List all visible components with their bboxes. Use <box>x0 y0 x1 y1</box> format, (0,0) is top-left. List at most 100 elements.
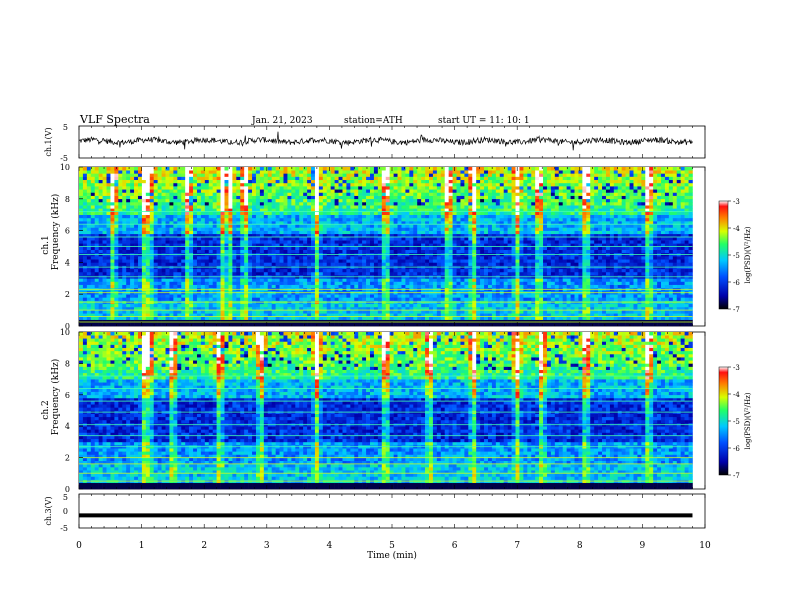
spectrogram-cell <box>440 179 446 184</box>
spectrogram-cell <box>220 189 225 193</box>
spectrogram-cell <box>271 306 276 311</box>
spectrogram-cell <box>370 316 375 320</box>
spectrogram-cell <box>204 259 210 263</box>
spectrogram-cell <box>417 179 422 184</box>
spectrogram-cell <box>263 310 269 314</box>
spectrogram-cell <box>98 313 103 317</box>
spectrogram-cell <box>263 306 269 311</box>
spectrogram-cell <box>421 284 426 289</box>
spectrogram-cell <box>354 319 359 324</box>
spectrogram-cell <box>204 249 210 254</box>
spectrogram-cell <box>236 182 241 187</box>
spectrogram-cell <box>330 297 335 301</box>
spectrogram-cell <box>279 186 284 190</box>
spectrogram-cell <box>240 303 245 308</box>
spectrogram-cell <box>98 284 103 289</box>
spectrogram-cell <box>110 262 115 266</box>
spectrogram-cell <box>346 233 351 238</box>
spectrogram-cell <box>409 284 414 289</box>
spectrogram-cell <box>350 233 355 238</box>
spectrogram-cell <box>200 173 206 177</box>
spectrogram-cell <box>291 198 296 203</box>
spectrogram-cell <box>161 294 166 298</box>
spectrogram-cell <box>318 297 324 301</box>
spectrogram-cell <box>141 259 147 263</box>
spectrogram-cell <box>149 256 155 260</box>
spectrogram-cell <box>149 186 155 190</box>
spectrogram-cell <box>405 240 410 244</box>
spectrogram-cell <box>177 214 182 219</box>
spectrogram-cell <box>196 310 202 314</box>
spectrogram-cell <box>358 313 363 317</box>
spectrogram-cell <box>366 313 371 317</box>
spectrogram-cell <box>318 201 324 206</box>
spectrogram-cell <box>263 170 269 174</box>
spectrogram-cell <box>393 208 398 212</box>
spectrogram-cell <box>145 205 151 209</box>
spectrogram-cell <box>208 294 213 298</box>
spectrogram-cell <box>429 322 434 327</box>
spectrogram-cell <box>169 262 174 266</box>
spectrogram-cell <box>185 189 190 193</box>
spectrogram-cell <box>212 205 217 209</box>
spectrogram-cell <box>436 182 442 187</box>
spectrogram-cell <box>232 297 237 301</box>
spectrogram-cell <box>263 227 269 231</box>
spectrogram-cell <box>440 303 446 308</box>
spectrogram-cell <box>279 306 284 311</box>
spectrogram-cell <box>236 310 241 314</box>
spectrogram-cell <box>196 224 202 228</box>
spectrogram-cell <box>350 240 355 244</box>
spectrogram-cell <box>373 195 379 200</box>
spectrogram-cell <box>373 189 379 193</box>
spectrogram-cell <box>259 316 265 320</box>
spectrogram-cell <box>86 303 92 308</box>
spectrogram-cell <box>448 211 453 215</box>
spectrogram-cell <box>236 297 241 301</box>
spectrogram-cell <box>334 189 339 193</box>
spectrogram-cell <box>409 189 414 193</box>
spectrogram-cell <box>456 201 461 206</box>
spectrogram-cell <box>354 192 359 196</box>
spectrogram-cell <box>436 179 442 184</box>
spectrogram-cell <box>122 214 127 219</box>
spectrogram-cell <box>401 262 406 266</box>
spectrogram-cell <box>425 214 430 219</box>
spectrogram-cell <box>208 205 213 209</box>
spectrogram-cell <box>279 224 284 228</box>
spectrogram-cell <box>456 227 461 231</box>
spectrogram-cell <box>377 294 383 298</box>
spectrogram-cell <box>287 306 292 311</box>
spectrogram-cell <box>318 294 324 298</box>
spectrogram-cell <box>196 249 202 254</box>
spectrogram-cell <box>318 319 324 324</box>
spectrogram-cell <box>86 316 92 320</box>
spectrogram-cell <box>193 240 198 244</box>
spectrogram-cell <box>279 243 284 247</box>
spectrogram-cell <box>417 205 422 209</box>
spectrogram-cell <box>130 294 135 298</box>
spectrogram-cell <box>456 319 461 324</box>
spectrogram-cell <box>98 322 103 327</box>
spectrogram-cell <box>126 310 131 314</box>
spectrogram-cell <box>425 227 430 231</box>
spectrogram-cell <box>102 167 107 171</box>
spectrogram-cell <box>118 224 123 228</box>
spectrogram-cell <box>291 195 296 200</box>
spectrogram-cell <box>118 262 123 266</box>
spectrogram-cell <box>401 259 406 263</box>
spectrogram-cell <box>267 243 272 247</box>
spectrogram-cell <box>456 176 461 181</box>
spectrogram-cell <box>181 297 186 301</box>
spectrogram-cell <box>232 271 237 276</box>
spectrogram-cell <box>405 313 410 317</box>
spectrogram-cell <box>185 281 190 285</box>
spectrogram-cell <box>232 310 237 314</box>
spectrogram-cell <box>185 227 190 231</box>
spectrogram-cell <box>252 297 257 301</box>
spectrogram-cell <box>220 240 225 244</box>
spectrogram-cell <box>311 306 316 311</box>
spectrogram-cell <box>240 208 245 212</box>
spectrogram-cell <box>208 189 213 193</box>
spectrogram-cell <box>181 256 186 260</box>
